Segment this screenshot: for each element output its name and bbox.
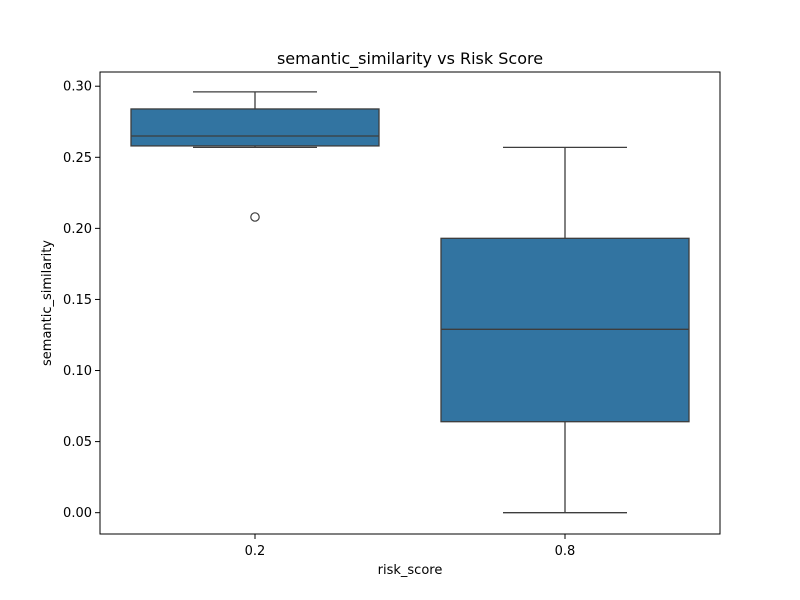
x-tick-label: 0.2 [245, 544, 266, 559]
y-tick-label: 0.05 [63, 435, 92, 450]
y-tick-label: 0.15 [63, 293, 92, 308]
y-tick-label: 0.00 [63, 506, 92, 521]
y-tick-label: 0.20 [63, 222, 92, 237]
iqr-box [440, 237, 690, 423]
box-group-0-8 [440, 146, 690, 514]
y-tick-label: 0.30 [63, 80, 92, 95]
y-tick-label: 0.10 [63, 364, 92, 379]
plot-area [130, 91, 690, 514]
outlier-point [250, 212, 260, 222]
chart-title: semantic_similarity vs Risk Score [277, 49, 543, 69]
box-group-0-2 [130, 91, 380, 222]
y-axis-label: semantic_similarity [40, 240, 55, 366]
x-tick-label: 0.8 [555, 544, 576, 559]
iqr-box [130, 108, 380, 147]
y-tick-label: 0.25 [63, 151, 92, 166]
plot-frame [99, 71, 721, 535]
y-axis: 0.00 0.05 0.10 0.15 0.20 0.25 0.30 [63, 80, 100, 521]
x-axis-label: risk_score [378, 563, 443, 578]
x-axis: 0.2 0.8 [245, 534, 576, 559]
